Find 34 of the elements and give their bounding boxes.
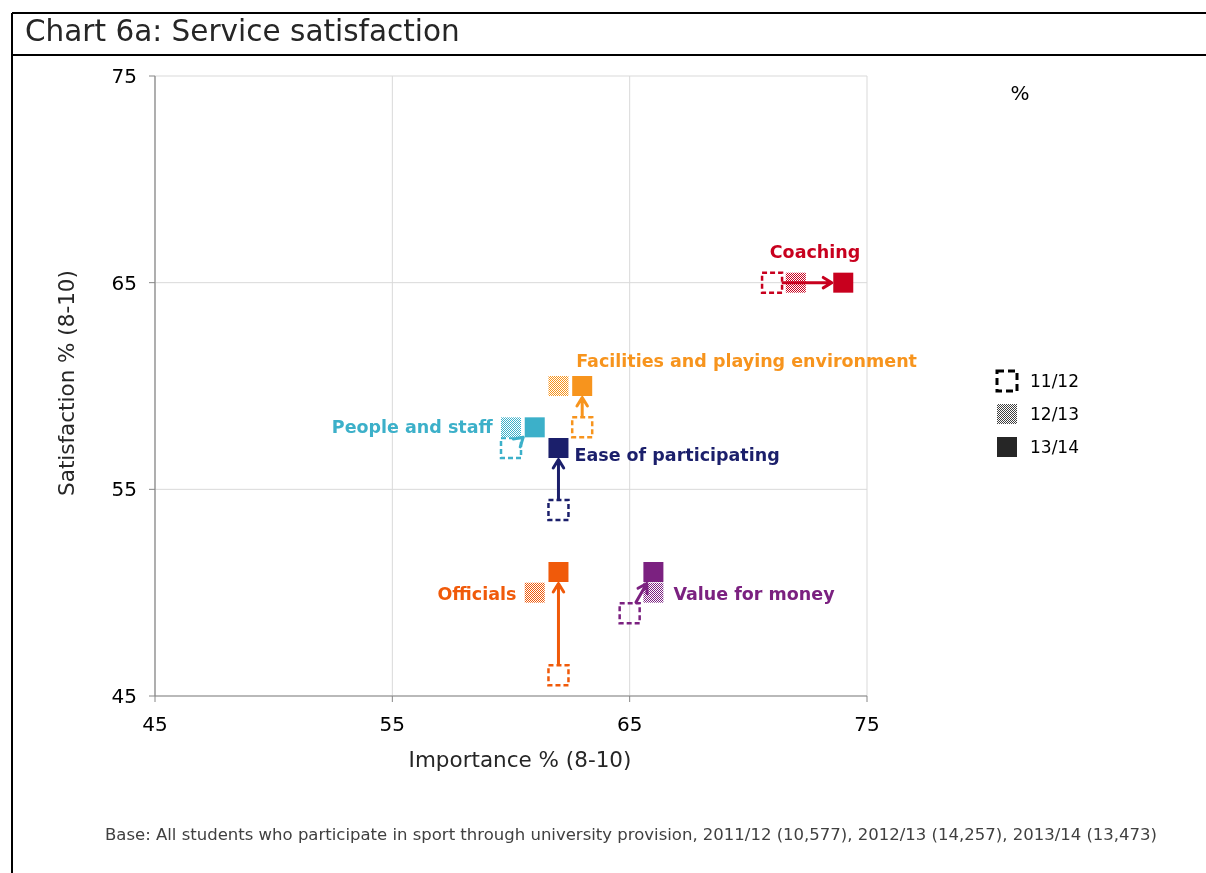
chart-title: Chart 6a: Service satisfaction <box>25 14 460 48</box>
point <box>643 562 664 582</box>
point <box>524 417 545 438</box>
point <box>548 438 569 458</box>
text: 13/14 <box>1030 436 1079 457</box>
series-label: People and staff <box>331 417 494 438</box>
y-tick-label: 75 <box>111 64 137 88</box>
series-label: Officials <box>437 584 517 604</box>
point <box>572 376 593 396</box>
point <box>547 664 570 687</box>
point <box>501 417 521 438</box>
legend-label: Ease of participating <box>574 445 780 465</box>
x-tick-label: 65 <box>616 712 643 736</box>
point <box>833 272 854 293</box>
x-axis-title: Importance % (8-10) <box>408 747 632 772</box>
point <box>548 376 569 396</box>
x-tick-label: 55 <box>379 712 406 736</box>
text: 12/13 <box>1030 403 1079 424</box>
legend-label: Value for money <box>673 584 836 604</box>
text: % <box>1010 81 1030 105</box>
point <box>618 602 641 625</box>
y-tick-label: 65 <box>111 270 137 295</box>
x-tick-label: 75 <box>854 712 880 736</box>
point <box>547 498 570 522</box>
point <box>548 562 569 582</box>
y-axis-title: Satisfaction % (8-10) <box>54 270 79 496</box>
series-label: Facilities and playing environment <box>576 351 917 371</box>
text: Base: All students who participate in sport through university provision, 2011/12 (10,577), 2012/13 (14,257), 2013/14 (13,473) <box>105 825 1158 844</box>
y-tick-label: 55 <box>111 477 137 502</box>
series-label: Coaching <box>769 241 861 262</box>
y-tick-label: 45 <box>111 684 137 708</box>
point <box>524 582 545 603</box>
x-tick-label: 45 <box>142 712 168 736</box>
text: 11/12 <box>1030 370 1079 391</box>
